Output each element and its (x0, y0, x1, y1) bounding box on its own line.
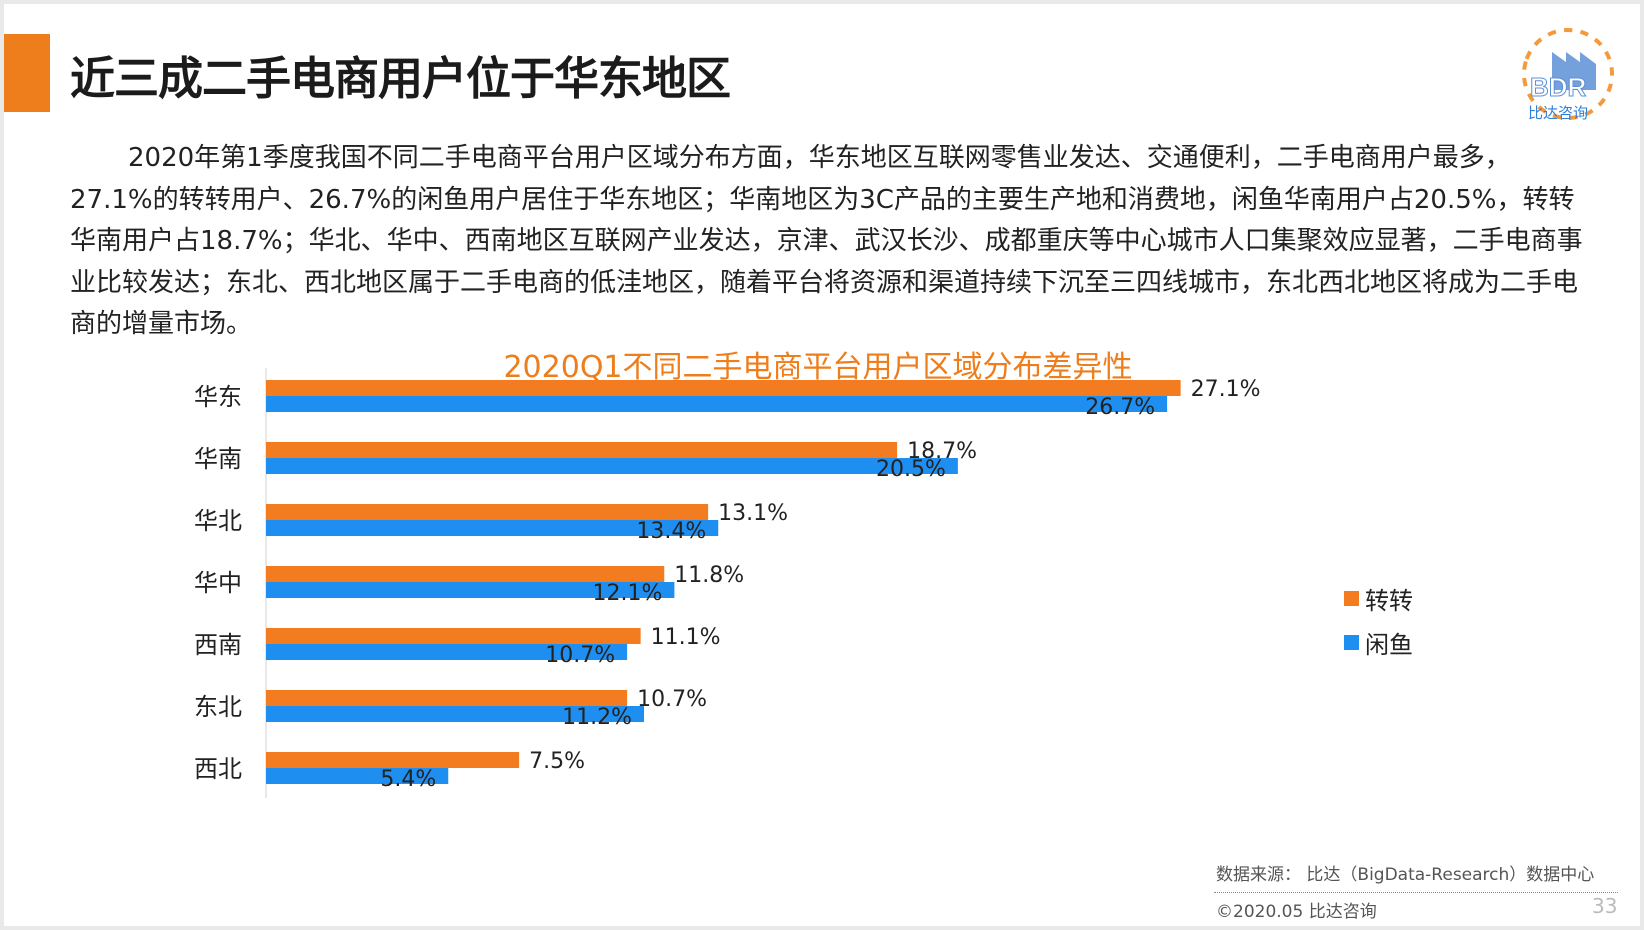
value-label-xianyu-huanan: 20.5% (876, 457, 946, 482)
logo-buildings (1552, 52, 1596, 90)
value-label-zhuanzhuan-huadong: 27.1% (1191, 377, 1261, 402)
bar-xianyu-dongbei (266, 706, 644, 722)
value-label-zhuanzhuan-huabei: 13.1% (718, 501, 788, 526)
bar-xianyu-huazhong (266, 582, 675, 598)
value-label-xianyu-xibei: 5.4% (380, 767, 436, 792)
value-label-xianyu-xinan: 10.7% (545, 643, 615, 668)
legend-item-xianyu: 闲鱼 (1344, 620, 1413, 664)
page-title: 近三成二手电商用户位于华东地区 (70, 52, 731, 105)
value-label-xianyu-huadong: 26.7% (1085, 395, 1155, 420)
value-label-xianyu-huazhong: 12.1% (592, 581, 662, 606)
legend-label-zhuanzhuan: 转转 (1365, 586, 1413, 615)
logo-dotted-ring (1522, 28, 1614, 120)
bar-zhuanzhuan-huanan (266, 442, 898, 458)
legend-label-xianyu: 闲鱼 (1365, 630, 1413, 659)
value-label-zhuanzhuan-dongbei: 10.7% (637, 687, 707, 712)
footer-divider (1214, 892, 1618, 893)
value-label-zhuanzhuan-huazhong: 11.8% (674, 563, 744, 588)
chart-title: 2020Q1不同二手电商平台用户区域分布差异性 (503, 350, 1133, 385)
category-label-dongbei: 东北 (194, 693, 242, 721)
category-label-xinan: 西南 (194, 631, 242, 659)
slide: 近三成二手电商用户位于华东地区 BDR 比达咨询 2020年第1季度我国不同二手… (4, 4, 1640, 926)
category-label-huabei: 华北 (194, 507, 242, 535)
bar-xianyu-huanan (266, 458, 958, 474)
summary-paragraph: 2020年第1季度我国不同二手电商平台用户区域分布方面，华东地区互联网零售业发达… (70, 138, 1590, 346)
category-label-huazhong: 华中 (194, 569, 242, 597)
logo-subtext: 比达咨询 (1528, 104, 1588, 122)
data-source: 数据来源： 比达（BigData-Research）数据中心 (1216, 865, 1595, 885)
title-accent-bar (4, 34, 50, 112)
copyright: ©2020.05 比达咨询 (1216, 902, 1377, 922)
bar-zhuanzhuan-xibei (266, 752, 520, 768)
value-label-xianyu-dongbei: 11.2% (562, 705, 632, 730)
chart-legend: 转转 闲鱼 (1344, 576, 1413, 664)
legend-item-zhuanzhuan: 转转 (1344, 576, 1413, 620)
category-label-xibei: 西北 (194, 755, 242, 783)
bar-zhuanzhuan-huazhong (266, 566, 665, 582)
page-number: 33 (1592, 894, 1618, 918)
legend-swatch-xianyu (1344, 634, 1359, 650)
category-label-huadong: 华东 (194, 383, 242, 411)
value-label-xianyu-huabei: 13.4% (636, 519, 706, 544)
summary-text: 2020年第1季度我国不同二手电商平台用户区域分布方面，华东地区互联网零售业发达… (70, 143, 1583, 339)
value-label-zhuanzhuan-xibei: 7.5% (529, 749, 585, 774)
bar-xianyu-huadong (266, 396, 1168, 412)
bar-zhuanzhuan-xinan (266, 628, 641, 644)
logo-text: BDR (1530, 72, 1587, 102)
bar-xianyu-xinan (266, 644, 628, 660)
bar-xianyu-xibei (266, 768, 449, 784)
bdr-logo: BDR 比达咨询 (1522, 28, 1614, 122)
bar-xianyu-huabei (266, 520, 719, 536)
bar-zhuanzhuan-huabei (266, 504, 709, 520)
chart-title-wrap: 2020Q1不同二手电商平台用户区域分布差异性 (4, 342, 1640, 386)
bar-chart: 华东 27.1%26.7%华南 18.7%20.5%华北 13.1%13.4%华中 11… (194, 368, 1261, 798)
category-label-huanan: 华南 (194, 445, 242, 473)
legend-swatch-zhuanzhuan (1344, 590, 1359, 606)
bar-zhuanzhuan-dongbei (266, 690, 628, 706)
bar-zhuanzhuan-huadong (266, 380, 1181, 396)
value-label-zhuanzhuan-xinan: 11.1% (651, 625, 721, 650)
